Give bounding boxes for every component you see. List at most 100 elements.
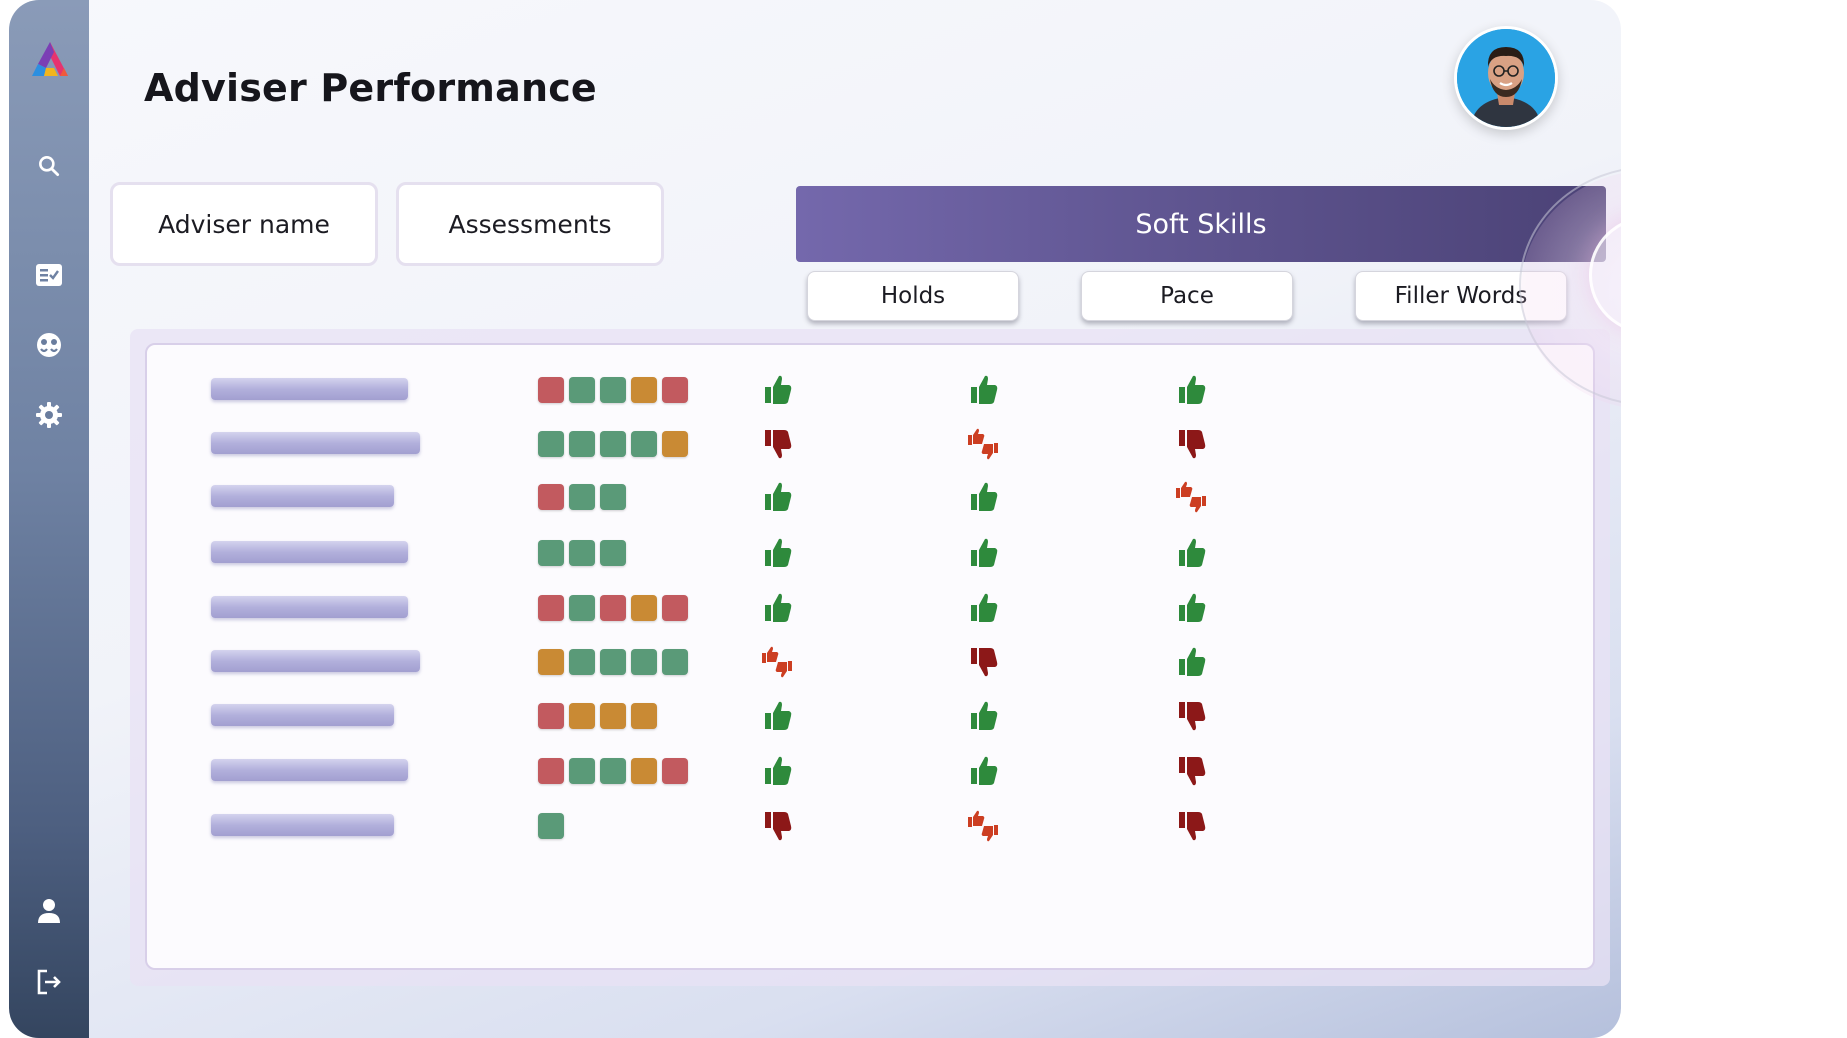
assessment-green-square — [600, 377, 626, 403]
page-title: Adviser Performance — [144, 66, 597, 110]
column-header-holds[interactable]: Holds — [807, 271, 1019, 321]
assessment-orange-square — [569, 703, 595, 729]
user-icon[interactable] — [34, 896, 64, 926]
holds-thumbs-up-icon — [759, 373, 795, 407]
adviser-name-placeholder — [211, 485, 394, 507]
column-header-assessments[interactable]: Assessments — [396, 182, 664, 266]
assessment-green-square — [631, 649, 657, 675]
performance-table — [145, 343, 1595, 970]
assessment-red-square — [538, 484, 564, 510]
adviser-name-placeholder — [211, 432, 420, 454]
assessment-green-square — [569, 649, 595, 675]
assessment-indicators — [538, 703, 657, 729]
column-header-adviser-name[interactable]: Adviser name — [110, 182, 378, 266]
assessment-red-square — [662, 377, 688, 403]
assessment-green-square — [569, 431, 595, 457]
checklist-icon[interactable] — [34, 260, 64, 290]
column-header-pace[interactable]: Pace — [1081, 271, 1293, 321]
assessment-green-square — [600, 484, 626, 510]
pace-thumbs-mixed-icon — [965, 809, 1001, 843]
assessment-red-square — [600, 595, 626, 621]
assessment-indicators — [538, 484, 626, 510]
filler-words-thumbs-up-icon — [1173, 645, 1209, 679]
table-row[interactable] — [147, 472, 1593, 522]
assessment-red-square — [538, 377, 564, 403]
adviser-name-placeholder — [211, 650, 420, 672]
avatar[interactable] — [1454, 26, 1558, 130]
holds-thumbs-down-icon — [759, 809, 795, 843]
table-row[interactable] — [147, 801, 1593, 851]
assessment-green-square — [538, 431, 564, 457]
assessment-green-square — [600, 758, 626, 784]
filler-words-thumbs-up-icon — [1173, 591, 1209, 625]
filler-words-thumbs-down-icon — [1173, 699, 1209, 733]
assessment-green-square — [569, 758, 595, 784]
column-header-soft-skills[interactable]: Soft Skills — [796, 186, 1606, 262]
filler-words-thumbs-down-icon — [1173, 754, 1209, 788]
faces-icon[interactable] — [34, 330, 64, 360]
assessment-indicators — [538, 377, 688, 403]
assessment-orange-square — [631, 377, 657, 403]
assessment-indicators — [538, 595, 688, 621]
assessment-green-square — [569, 484, 595, 510]
assessment-green-square — [569, 377, 595, 403]
filler-words-thumbs-down-icon — [1173, 427, 1209, 461]
assessment-red-square — [662, 758, 688, 784]
table-row[interactable] — [147, 746, 1593, 796]
search-icon[interactable] — [34, 151, 64, 181]
app-logo-icon[interactable] — [24, 38, 76, 86]
pace-thumbs-up-icon — [965, 480, 1001, 514]
assessment-green-square — [538, 540, 564, 566]
holds-thumbs-down-icon — [759, 427, 795, 461]
pace-thumbs-up-icon — [965, 536, 1001, 570]
assessment-indicators — [538, 649, 688, 675]
assessment-red-square — [538, 595, 564, 621]
pace-thumbs-up-icon — [965, 699, 1001, 733]
logout-icon[interactable] — [34, 967, 64, 997]
assessment-indicators — [538, 431, 688, 457]
assessment-orange-square — [662, 431, 688, 457]
assessment-red-square — [538, 703, 564, 729]
adviser-name-placeholder — [211, 541, 408, 563]
table-row[interactable] — [147, 583, 1593, 633]
gear-icon[interactable] — [34, 400, 64, 430]
assessment-orange-square — [538, 649, 564, 675]
assessment-green-square — [662, 649, 688, 675]
table-row[interactable] — [147, 637, 1593, 687]
holds-thumbs-mixed-icon — [759, 645, 795, 679]
table-row[interactable] — [147, 691, 1593, 741]
assessment-orange-square — [631, 758, 657, 784]
assessment-red-square — [662, 595, 688, 621]
assessment-green-square — [600, 431, 626, 457]
holds-thumbs-up-icon — [759, 699, 795, 733]
assessment-green-square — [538, 813, 564, 839]
table-row[interactable] — [147, 419, 1593, 469]
holds-thumbs-up-icon — [759, 591, 795, 625]
filler-words-thumbs-down-icon — [1173, 809, 1209, 843]
assessment-indicators — [538, 813, 564, 839]
pace-thumbs-up-icon — [965, 373, 1001, 407]
assessment-green-square — [631, 431, 657, 457]
assessment-orange-square — [600, 703, 626, 729]
assessment-green-square — [569, 595, 595, 621]
holds-thumbs-up-icon — [759, 754, 795, 788]
assessment-orange-square — [631, 703, 657, 729]
pace-thumbs-down-icon — [965, 645, 1001, 679]
table-row[interactable] — [147, 528, 1593, 578]
pace-thumbs-up-icon — [965, 754, 1001, 788]
pace-thumbs-mixed-icon — [965, 427, 1001, 461]
assessment-red-square — [538, 758, 564, 784]
filler-words-thumbs-up-icon — [1173, 536, 1209, 570]
assessment-indicators — [538, 540, 626, 566]
adviser-name-placeholder — [211, 704, 394, 726]
assessment-green-square — [600, 540, 626, 566]
filler-words-thumbs-up-icon — [1173, 373, 1209, 407]
holds-thumbs-up-icon — [759, 536, 795, 570]
pace-thumbs-up-icon — [965, 591, 1001, 625]
assessment-indicators — [538, 758, 688, 784]
adviser-name-placeholder — [211, 378, 408, 400]
adviser-name-placeholder — [211, 596, 408, 618]
assessment-orange-square — [631, 595, 657, 621]
app-window: Adviser Performance Adviser name Assessm… — [9, 0, 1621, 1038]
table-row[interactable] — [147, 365, 1593, 415]
